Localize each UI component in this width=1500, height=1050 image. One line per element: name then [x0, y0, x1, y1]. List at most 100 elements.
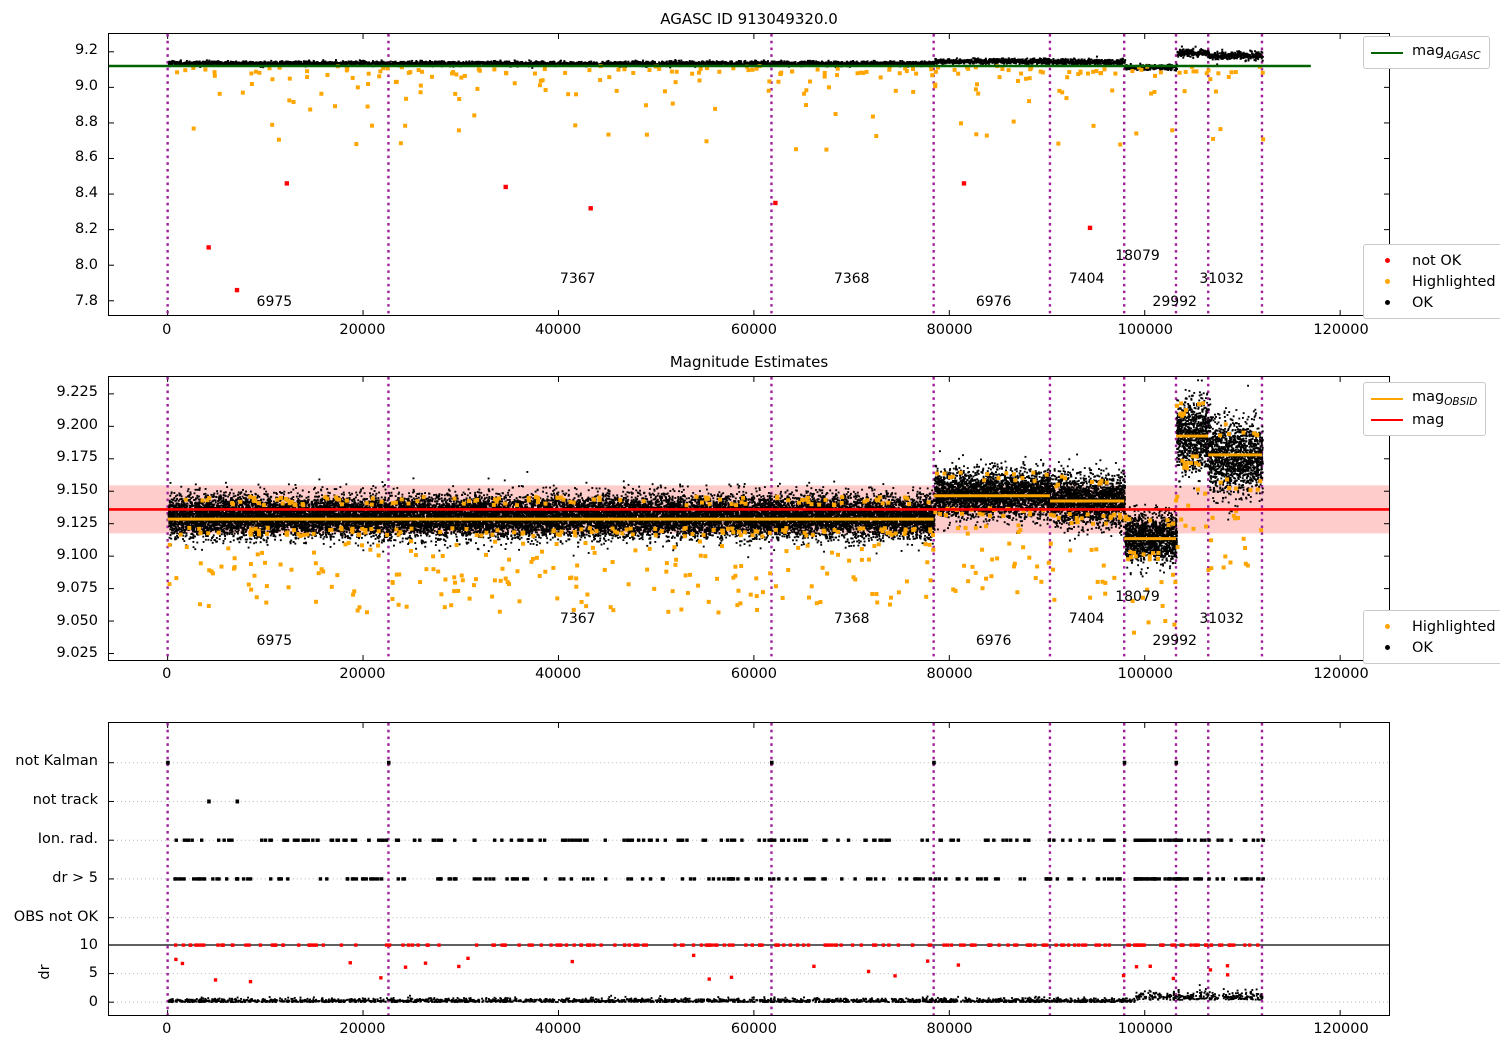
- legend-dot: [1384, 300, 1390, 305]
- x-tick-label: 60000: [709, 1021, 799, 1037]
- legend-dot: [1384, 258, 1390, 263]
- legend-label: OK: [1412, 640, 1433, 656]
- flag-row-label: not track: [0, 792, 98, 808]
- legend-label: Highlighted: [1412, 619, 1496, 635]
- obsid-label-mid: 29992: [1130, 633, 1220, 649]
- obsid-label-top: 7404: [1042, 271, 1132, 287]
- figure-title: AGASC ID 913049320.0: [108, 10, 1390, 28]
- legend-dot-swatch: [1371, 279, 1403, 284]
- legend-item: magOBSID: [1371, 388, 1477, 409]
- dr-tick-label: 5: [40, 965, 98, 981]
- legend-label: Highlighted: [1412, 274, 1496, 290]
- obsid-label-mid: 7368: [807, 611, 897, 627]
- x-tick-label: 80000: [905, 1021, 995, 1037]
- flag-row-label: not Kalman: [0, 753, 98, 769]
- legend-item: Highlighted: [1371, 271, 1496, 292]
- x-tick-label: 0: [122, 1021, 212, 1037]
- legend-item: Highlighted: [1371, 616, 1496, 637]
- obsid-label-top: 29992: [1130, 294, 1220, 310]
- y-tick-label: 8.4: [20, 185, 98, 201]
- y-tick-label: 8.8: [20, 114, 98, 130]
- legend-dot-swatch: [1371, 624, 1403, 629]
- y-tick-label: 9.050: [8, 613, 98, 629]
- legend-dot-swatch: [1371, 258, 1403, 263]
- legend-label: not OK: [1412, 253, 1461, 269]
- y-tick-label: 9.0: [20, 78, 98, 94]
- x-tick-label: 100000: [1100, 1021, 1190, 1037]
- panel-magnitude-estimates: [108, 376, 1390, 661]
- y-tick-label: 9.125: [8, 515, 98, 531]
- x-tick-label: 0: [122, 322, 212, 338]
- legend-label: magOBSID: [1412, 389, 1477, 408]
- x-tick-label: 60000: [709, 322, 799, 338]
- legend-item: OK: [1371, 637, 1496, 658]
- y-tick-label: 7.8: [20, 293, 98, 309]
- x-tick-label: 80000: [905, 322, 995, 338]
- y-tick-label: 9.025: [8, 645, 98, 661]
- y-tick-label: 9.175: [8, 449, 98, 465]
- legend-mag-lines[interactable]: magOBSID mag: [1363, 382, 1487, 436]
- x-tick-label: 80000: [905, 666, 995, 682]
- legend-mag-agasc[interactable]: magAGASC: [1363, 36, 1490, 69]
- flag-row-label: OBS not OK: [0, 909, 98, 925]
- obsid-label-top: 7368: [807, 271, 897, 287]
- x-tick-label: 100000: [1100, 322, 1190, 338]
- y-tick-label: 9.2: [20, 42, 98, 58]
- legend-label-subscript: OBSID: [1444, 396, 1477, 408]
- legend-dot-swatch: [1371, 645, 1403, 650]
- flag-row-label: Ion. rad.: [0, 831, 98, 847]
- x-tick-label: 120000: [1296, 322, 1386, 338]
- legend-line-swatch: [1371, 418, 1403, 421]
- legend-point-classes-top[interactable]: not OK Highlighted OK: [1363, 244, 1500, 319]
- obsid-label-top: 18079: [1093, 248, 1183, 264]
- y-tick-label: 9.225: [8, 384, 98, 400]
- obsid-label-mid: 31032: [1177, 611, 1267, 627]
- obsid-label-top: 6975: [229, 294, 319, 310]
- legend-label: magAGASC: [1412, 43, 1481, 62]
- y-tick-label: 8.2: [20, 221, 98, 237]
- panel-magnitude-full: [108, 33, 1390, 316]
- y-tick-label: 8.6: [20, 149, 98, 165]
- obsid-label-mid: 6976: [949, 633, 1039, 649]
- x-tick-label: 120000: [1296, 666, 1386, 682]
- legend-dot: [1384, 645, 1390, 650]
- legend-line-swatch: [1371, 397, 1403, 400]
- panel-magnitude-estimates-canvas: [109, 377, 1389, 660]
- panel-magnitude-full-canvas: [109, 34, 1389, 315]
- panel-status-flags-canvas: [109, 723, 1389, 1015]
- middle-panel-title: Magnitude Estimates: [108, 353, 1390, 371]
- x-tick-label: 100000: [1100, 666, 1190, 682]
- legend-dot: [1384, 279, 1390, 284]
- x-tick-label: 20000: [317, 322, 407, 338]
- dr-tick-label: 0: [40, 994, 98, 1010]
- x-tick-label: 40000: [513, 1021, 603, 1037]
- legend-item: magAGASC: [1371, 42, 1481, 63]
- y-tick-label: 8.0: [20, 257, 98, 273]
- obsid-label-mid: 18079: [1093, 589, 1183, 605]
- legend-item: OK: [1371, 292, 1496, 313]
- y-tick-label: 9.200: [8, 417, 98, 433]
- obsid-label-top: 31032: [1177, 271, 1267, 287]
- legend-label-subscript: AGASC: [1444, 50, 1480, 62]
- x-tick-label: 40000: [513, 666, 603, 682]
- legend-line-swatch: [1371, 51, 1403, 54]
- y-tick-label: 9.100: [8, 547, 98, 563]
- x-tick-label: 60000: [709, 666, 799, 682]
- panel-status-flags: [108, 722, 1390, 1016]
- x-tick-label: 40000: [513, 322, 603, 338]
- obsid-label-mid: 6975: [229, 633, 319, 649]
- x-tick-label: 20000: [317, 666, 407, 682]
- x-tick-label: 0: [122, 666, 212, 682]
- dr-axis-label: dr: [37, 957, 53, 987]
- legend-item: not OK: [1371, 250, 1496, 271]
- legend-dot-swatch: [1371, 300, 1403, 305]
- obsid-label-top: 7367: [533, 271, 623, 287]
- y-tick-label: 9.075: [8, 580, 98, 596]
- legend-label: OK: [1412, 295, 1433, 311]
- x-tick-label: 20000: [317, 1021, 407, 1037]
- legend-point-classes-mid[interactable]: Highlighted OK: [1363, 610, 1500, 664]
- legend-item: mag: [1371, 409, 1477, 430]
- obsid-label-top: 6976: [949, 294, 1039, 310]
- y-tick-label: 9.150: [8, 482, 98, 498]
